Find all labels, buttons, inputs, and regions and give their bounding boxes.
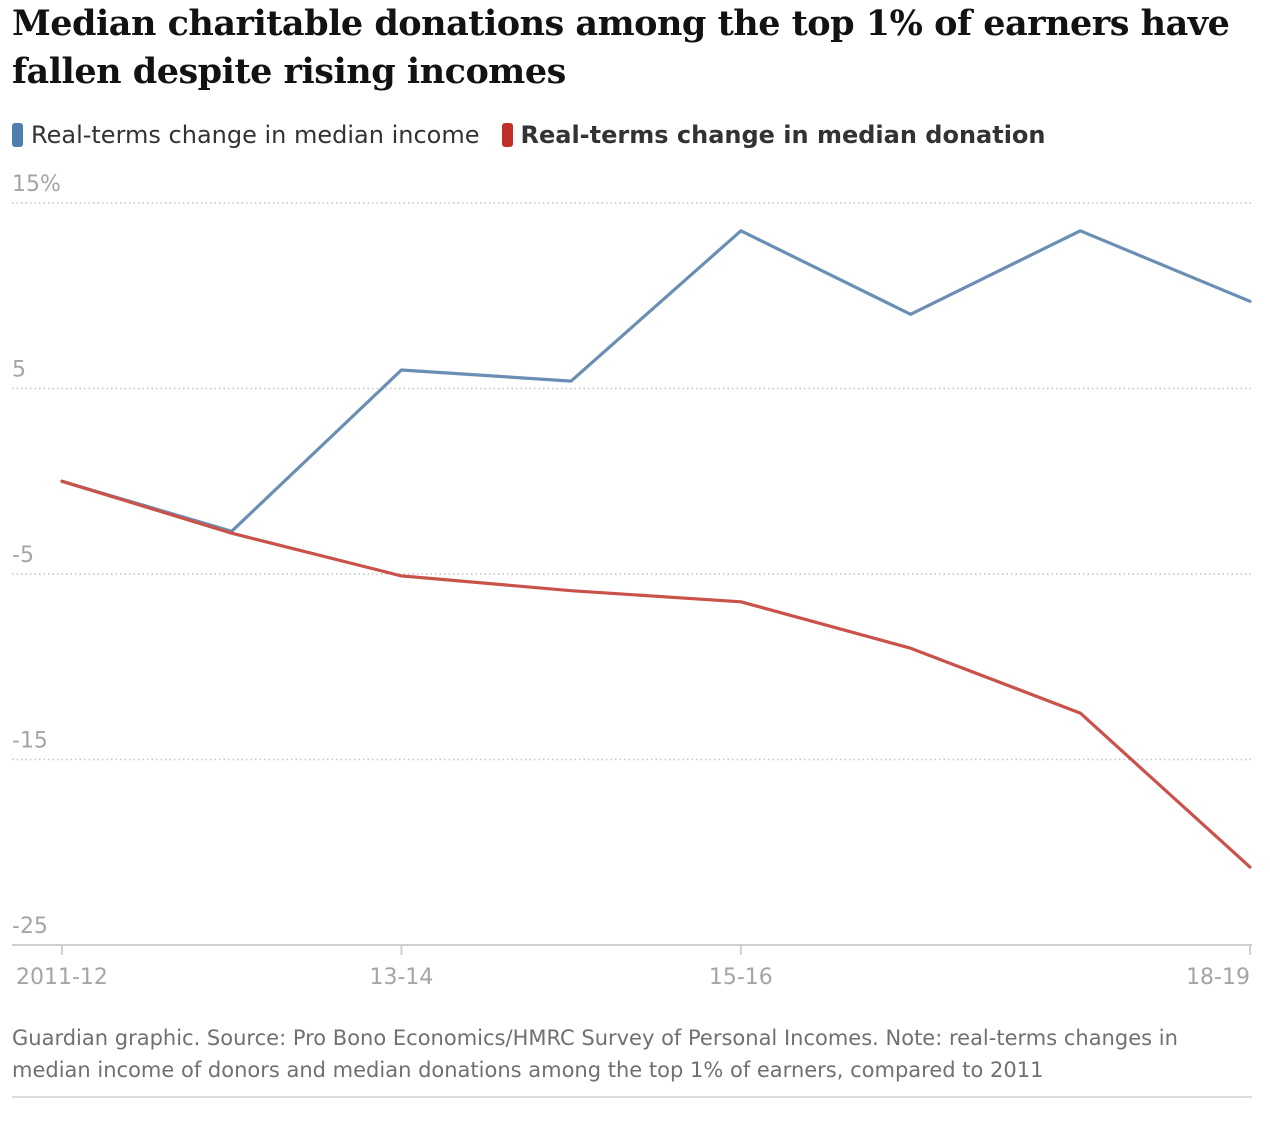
legend: Real-terms change in median income Real-… [12,118,1068,152]
line-chart: 15% 5 -5 -15 -25 2011-12 13-14 15-16 18-19 [12,172,1252,990]
y-tick-label: -5 [12,543,34,568]
y-tick-label: -15 [12,729,48,754]
y-tick-label: 5 [12,358,26,383]
y-tick-label: 15% [12,172,61,197]
x-tick-label: 18-19 [1186,965,1250,990]
x-tick-label: 13-14 [369,965,433,990]
y-tick-label: -25 [12,914,48,939]
x-tick-label: 2011-12 [16,965,108,990]
legend-label-income: Real-terms change in median income [31,121,480,149]
chart-title: Median charitable donations among the to… [12,3,1230,92]
legend-label-donation: Real-terms change in median donation [520,121,1046,149]
legend-item-donation: Real-terms change in median donation [501,121,1046,149]
source-note: Guardian graphic. Source: Pro Bono Econo… [12,1026,1178,1082]
x-tick-label: 15-16 [709,965,773,990]
footer-divider [12,1096,1252,1098]
income-series-line [60,229,1252,533]
legend-swatch-income [12,123,23,147]
donation-series-line [60,479,1252,869]
legend-item-income: Real-terms change in median income [12,121,480,149]
legend-swatch-donation [501,123,513,147]
